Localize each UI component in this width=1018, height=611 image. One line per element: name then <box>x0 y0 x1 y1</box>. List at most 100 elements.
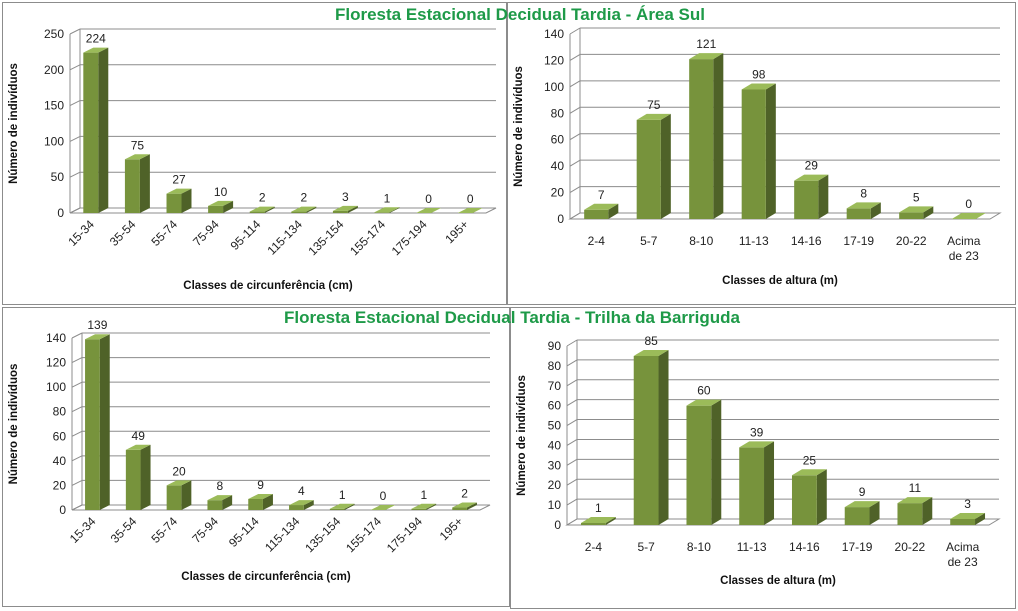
bar-front <box>166 193 182 213</box>
bar-side <box>466 502 477 510</box>
gridline-connector <box>71 406 83 413</box>
gridline-connector <box>569 80 581 88</box>
gridline-connector <box>569 27 581 35</box>
bar-side <box>140 444 151 510</box>
bar-top <box>741 83 776 90</box>
y-tick-label: 50 <box>51 170 65 184</box>
x-tick-label: 5-7 <box>640 234 658 248</box>
bar <box>124 154 150 213</box>
y-tick-label: 60 <box>53 429 67 443</box>
section-title-area-sul: Floresta Estacional Decidual Tardia - Ár… <box>334 5 706 24</box>
bar <box>291 206 317 213</box>
bar-side <box>264 206 275 213</box>
bar-side <box>303 500 314 510</box>
bar <box>208 200 234 213</box>
bar-side <box>222 495 233 510</box>
x-tick-label: 20-22 <box>895 540 926 554</box>
data-label: 27 <box>172 173 186 187</box>
data-label: 0 <box>965 197 972 211</box>
x-tick-label: 95-114 <box>226 514 262 550</box>
x-tick-label: 115-134 <box>265 217 306 258</box>
y-tick-label: 0 <box>59 503 66 517</box>
bar-top <box>897 497 933 504</box>
x-tick-label: 135-154 <box>302 514 343 555</box>
bar-top <box>846 202 881 209</box>
y-tick-label: 20 <box>551 186 565 200</box>
y-tick-label: 0 <box>557 212 564 226</box>
bar-front <box>411 508 427 510</box>
bar-side <box>711 399 722 525</box>
data-label: 2 <box>461 487 468 501</box>
data-label: 25 <box>803 453 817 467</box>
bar-top <box>85 334 110 340</box>
bar <box>248 493 273 510</box>
bar-front <box>248 498 263 510</box>
bar-front <box>208 205 224 213</box>
x-tick-label: 2-4 <box>588 234 606 248</box>
y-axis-title: Número de indivíduos <box>516 375 528 496</box>
x-tick-label: 17-19 <box>842 540 873 554</box>
chart-panel-top-right: 0 20 40 60 80 100 120 140 7 2-4 75 5-7 121 8-10 98 11-1… <box>507 2 1016 305</box>
data-label: 98 <box>752 68 766 82</box>
bar-front <box>636 119 661 219</box>
y-tick-label: 100 <box>46 380 66 394</box>
bar-side <box>605 517 616 525</box>
y-tick-label: 60 <box>548 399 562 413</box>
data-label: 8 <box>860 186 867 200</box>
bar-top <box>370 505 396 510</box>
bar-side <box>139 154 150 213</box>
bar-top <box>580 517 616 524</box>
bar <box>411 503 437 510</box>
bar-top <box>844 501 880 508</box>
x-tick-label: 175-194 <box>384 514 425 555</box>
y-tick-label: 90 <box>548 339 562 353</box>
y-tick-label: 200 <box>44 63 64 77</box>
y-tick-label: 40 <box>551 159 565 173</box>
bar-front <box>899 212 924 219</box>
bar-side <box>99 334 110 510</box>
bar-top <box>791 469 827 476</box>
bar-front <box>374 212 390 213</box>
data-label: 29 <box>805 159 819 173</box>
data-label: 1 <box>595 501 602 515</box>
x-tick-label: 95-114 <box>228 217 264 253</box>
x-axis-title: Classes de altura (m) <box>720 575 836 587</box>
bar-front <box>452 507 467 510</box>
y-tick-label: 80 <box>53 405 67 419</box>
bar <box>457 208 483 213</box>
bar <box>329 503 355 510</box>
x-tick-label: 11-13 <box>737 540 767 554</box>
data-label: 10 <box>214 185 228 199</box>
data-label: 5 <box>913 190 920 204</box>
gridline-connector <box>566 498 578 506</box>
bar <box>289 500 314 510</box>
bar-front <box>166 485 182 510</box>
y-tick-label: 70 <box>548 379 562 393</box>
bar-side <box>344 503 355 510</box>
data-label: 4 <box>298 484 305 498</box>
bar-top <box>249 206 275 212</box>
bar <box>633 349 669 525</box>
bar-front <box>844 507 870 525</box>
gridline-connector <box>69 28 81 35</box>
bar-top <box>83 47 109 53</box>
bar <box>951 213 986 219</box>
data-label: 0 <box>425 192 432 206</box>
bar <box>636 113 671 219</box>
bar <box>899 206 934 219</box>
bar-top <box>457 208 483 213</box>
y-tick-label: 250 <box>44 27 64 41</box>
chart-floor <box>568 212 1002 220</box>
gridline-connector <box>69 64 81 71</box>
gridline-connector <box>71 455 83 462</box>
bar-top <box>125 444 151 450</box>
x-tick-label: 8-10 <box>689 234 713 248</box>
bar <box>370 505 396 510</box>
bar-top <box>208 200 234 206</box>
y-axis-title: Número de indivíduos <box>513 66 525 187</box>
bar-top <box>794 174 829 181</box>
y-tick-label: 0 <box>57 206 64 220</box>
bar <box>950 513 986 525</box>
x-tick-label: 75-94 <box>189 514 221 546</box>
bar-top <box>207 495 233 501</box>
